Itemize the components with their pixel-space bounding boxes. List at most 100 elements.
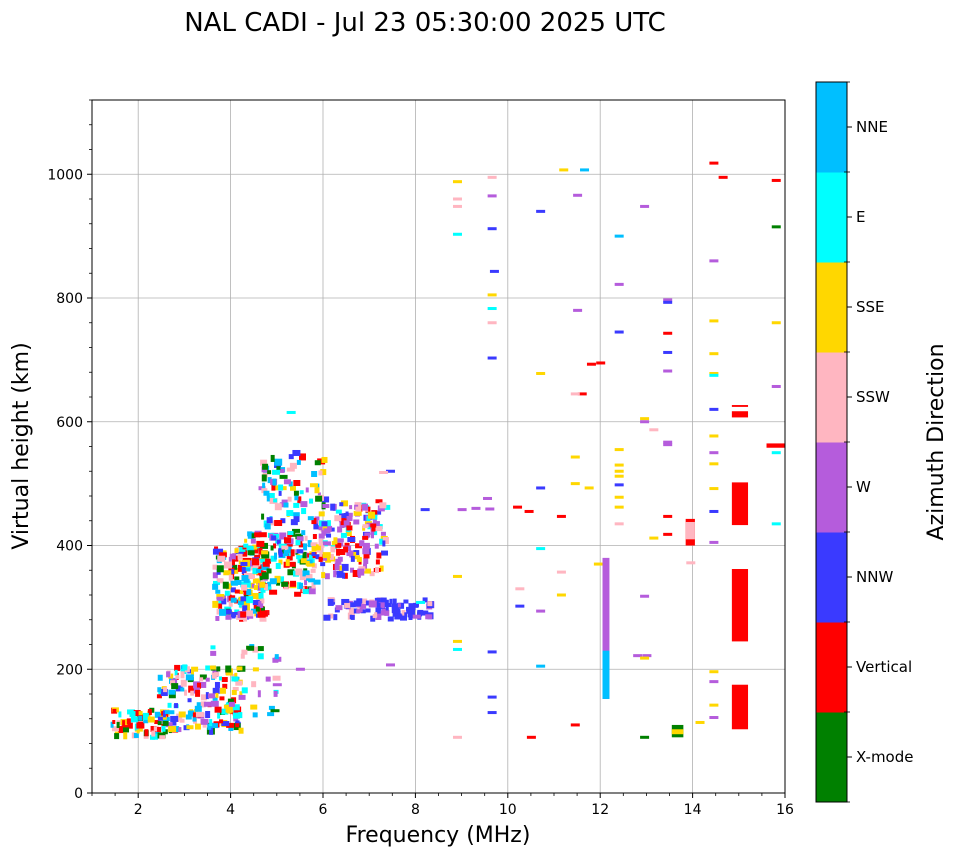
echo-point — [663, 514, 673, 518]
x-tick-label: 8 — [411, 802, 420, 818]
echo-point — [709, 703, 719, 707]
echo-cluster-pixel — [276, 539, 281, 545]
echo-cluster-pixel — [343, 572, 348, 579]
echo-cluster-pixel — [345, 511, 349, 519]
echo-cluster-pixel — [238, 712, 243, 719]
echo-cluster-pixel — [227, 698, 234, 704]
colorbar-label-x-mode: X-mode — [856, 748, 913, 766]
echo-point — [452, 204, 462, 208]
echo-cluster-pixel — [264, 523, 271, 530]
echo-cluster-pixel — [324, 573, 330, 580]
echo-cluster-pixel — [243, 616, 248, 622]
echo-cluster-pixel — [279, 576, 285, 584]
echo-cluster-pixel — [273, 543, 277, 549]
echo-cluster-pixel — [168, 710, 175, 715]
echo-cluster-pixel — [344, 602, 351, 608]
echo-cluster-pixel — [380, 531, 386, 536]
echo-cluster-pixel — [338, 565, 342, 571]
echo-cluster-pixel — [394, 614, 403, 620]
echo-cluster-pixel — [216, 593, 225, 599]
echo-cluster-pixel — [366, 522, 374, 527]
echo-cluster-pixel — [129, 711, 136, 718]
echo-point — [614, 234, 624, 238]
echo-cluster-pixel — [281, 499, 288, 505]
echo-cluster-pixel — [212, 600, 219, 608]
echo-cluster-pixel — [252, 558, 260, 566]
echo-cluster-pixel — [293, 502, 300, 508]
echo-cluster-pixel — [378, 602, 385, 609]
colorbar-label-sse: SSE — [856, 298, 885, 316]
echo-cluster-pixel — [346, 525, 353, 531]
echo-cluster-pixel — [225, 670, 233, 676]
echo-point — [709, 161, 719, 165]
echo-cluster-pixel — [191, 670, 195, 677]
echo-cluster-pixel — [283, 537, 291, 544]
echo-cluster-pixel — [234, 672, 238, 680]
echo-cluster-pixel — [271, 535, 277, 541]
echo-cluster-pixel — [114, 733, 120, 740]
echo-cluster-pixel — [219, 696, 225, 701]
echo-cluster-pixel — [250, 608, 257, 614]
echo-cluster-pixel — [248, 560, 254, 567]
echo-cluster-pixel — [294, 591, 302, 597]
echo-cluster-pixel — [286, 553, 293, 561]
echo-cluster-pixel — [212, 696, 218, 701]
echo-point — [570, 482, 580, 486]
echo-cluster-pixel — [222, 683, 228, 689]
echo-point — [709, 462, 719, 466]
echo-cluster-pixel — [317, 458, 326, 465]
echo-cluster-pixel — [118, 726, 125, 734]
echo-cluster-pixel — [261, 550, 269, 555]
echo-cluster-pixel — [309, 554, 314, 560]
echo-point — [536, 371, 546, 375]
echo-cluster-pixel — [246, 588, 252, 595]
echo-cluster-pixel — [334, 562, 340, 570]
echo-cluster-pixel — [237, 564, 245, 572]
echo-point — [420, 508, 430, 512]
echo-cluster-pixel — [375, 607, 382, 614]
echo-cluster-pixel — [235, 680, 243, 686]
echo-cluster-pixel — [362, 598, 368, 604]
echo-point — [640, 735, 650, 739]
echo-cluster-pixel — [241, 600, 250, 607]
echo-point — [573, 193, 583, 197]
echo-cluster-pixel — [170, 680, 176, 686]
echo-point — [580, 168, 590, 172]
echo-cluster-pixel — [283, 479, 291, 485]
echo-cluster-pixel — [315, 544, 321, 551]
echo-point — [452, 197, 462, 201]
echo-cluster-pixel — [258, 601, 264, 609]
echo-cluster-pixel — [326, 533, 332, 538]
echo-cluster-pixel — [214, 706, 222, 713]
echo-cluster-pixel — [221, 708, 229, 715]
echo-point — [452, 639, 462, 643]
echo-cluster-pixel — [184, 689, 188, 696]
echo-cluster-pixel — [348, 607, 354, 615]
echo-cluster-pixel — [368, 600, 377, 608]
echo-cluster-pixel — [381, 550, 389, 556]
echo-cluster-pixel — [210, 650, 217, 656]
echo-cluster-pixel — [228, 599, 233, 607]
echo-cluster-pixel — [364, 568, 372, 574]
echo-cluster-pixel — [385, 599, 389, 605]
echo-cluster-pixel — [241, 549, 248, 557]
echo-cluster-pixel — [232, 687, 239, 692]
echo-cluster-pixel — [241, 575, 249, 582]
echo-cluster-pixel — [305, 574, 312, 579]
echo-cluster-pixel — [255, 606, 260, 612]
echo-cluster-pixel — [130, 716, 138, 723]
echo-cluster-pixel — [276, 466, 281, 471]
echo-point — [385, 663, 395, 667]
echo-cluster-pixel — [250, 704, 258, 710]
echo-cluster-pixel — [299, 582, 304, 589]
echo-cluster-pixel — [243, 543, 249, 548]
echo-cluster-pixel — [301, 508, 307, 515]
echo-cluster-pixel — [240, 561, 248, 566]
echo-cluster-pixel — [215, 692, 219, 698]
echo-cluster-pixel — [212, 572, 218, 579]
echo-cluster-pixel — [361, 503, 368, 511]
echo-point — [536, 209, 546, 213]
echo-cluster-pixel — [224, 590, 230, 596]
echo-point — [416, 600, 426, 604]
x-tick-label: 2 — [134, 802, 143, 818]
